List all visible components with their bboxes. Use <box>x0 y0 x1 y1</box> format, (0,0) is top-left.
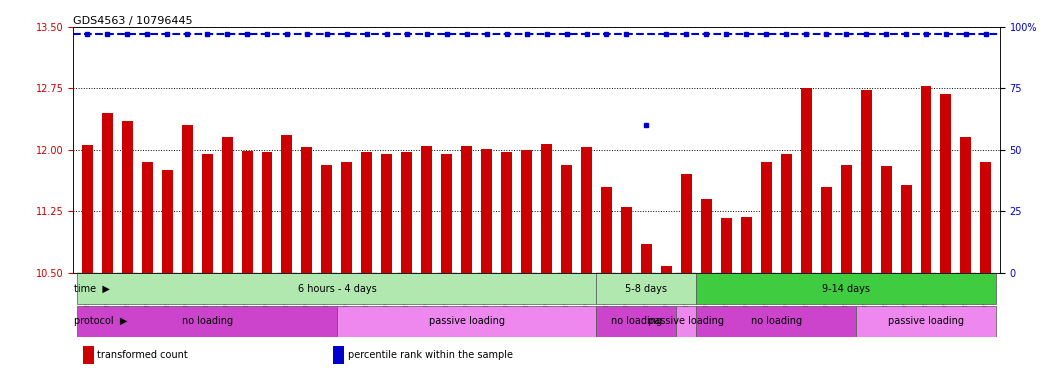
Bar <box>601 187 612 273</box>
Bar <box>696 273 996 304</box>
Bar <box>333 346 343 364</box>
Text: protocol  ▶: protocol ▶ <box>74 316 128 326</box>
Bar <box>761 162 772 273</box>
Bar <box>960 137 972 273</box>
Bar <box>900 185 912 273</box>
Text: passive loading: passive loading <box>888 316 964 326</box>
Bar <box>282 135 292 273</box>
Text: no loading: no loading <box>751 316 802 326</box>
Bar <box>741 217 752 273</box>
Bar <box>940 94 952 273</box>
Bar <box>421 146 432 273</box>
Bar <box>696 306 856 336</box>
Bar <box>502 152 512 273</box>
Bar <box>461 146 472 273</box>
Bar <box>82 145 93 273</box>
Bar <box>681 174 692 273</box>
Bar <box>222 137 232 273</box>
Text: transformed count: transformed count <box>97 350 188 360</box>
Bar <box>121 121 133 273</box>
Text: passive loading: passive loading <box>648 316 725 326</box>
Bar <box>77 273 597 304</box>
Bar <box>920 86 932 273</box>
Bar <box>861 90 871 273</box>
Bar <box>856 306 996 336</box>
Text: no loading: no loading <box>610 316 662 326</box>
Bar <box>83 346 93 364</box>
Bar <box>341 162 353 273</box>
Bar <box>337 306 597 336</box>
Bar <box>482 149 492 273</box>
Bar <box>262 152 272 273</box>
Text: passive loading: passive loading <box>428 316 505 326</box>
Bar <box>361 152 373 273</box>
Bar <box>581 147 592 273</box>
Bar <box>881 166 892 273</box>
Bar <box>821 187 831 273</box>
Bar <box>661 266 672 273</box>
Bar <box>597 306 676 336</box>
Bar <box>641 244 652 273</box>
Bar <box>141 162 153 273</box>
Bar <box>700 199 712 273</box>
Bar <box>801 88 811 273</box>
Bar <box>102 113 113 273</box>
Bar <box>541 144 552 273</box>
Text: GDS4563 / 10796445: GDS4563 / 10796445 <box>73 16 193 26</box>
Text: no loading: no loading <box>181 316 232 326</box>
Bar <box>561 164 572 273</box>
Bar <box>676 306 696 336</box>
Bar <box>77 306 337 336</box>
Bar <box>781 154 792 273</box>
Bar <box>202 154 213 273</box>
Bar <box>720 218 732 273</box>
Bar <box>381 154 393 273</box>
Bar <box>302 147 312 273</box>
Bar <box>621 207 632 273</box>
Text: 5-8 days: 5-8 days <box>625 284 667 294</box>
Text: 6 hours - 4 days: 6 hours - 4 days <box>297 284 376 294</box>
Bar <box>841 164 851 273</box>
Text: time  ▶: time ▶ <box>74 284 110 294</box>
Bar <box>401 152 413 273</box>
Bar <box>441 154 452 273</box>
Bar <box>161 170 173 273</box>
Bar <box>521 150 532 273</box>
Bar <box>321 164 332 273</box>
Bar <box>980 162 992 273</box>
Text: 9-14 days: 9-14 days <box>822 284 870 294</box>
Bar <box>242 151 252 273</box>
Text: percentile rank within the sample: percentile rank within the sample <box>348 350 513 360</box>
Bar <box>181 125 193 273</box>
Bar <box>597 273 696 304</box>
